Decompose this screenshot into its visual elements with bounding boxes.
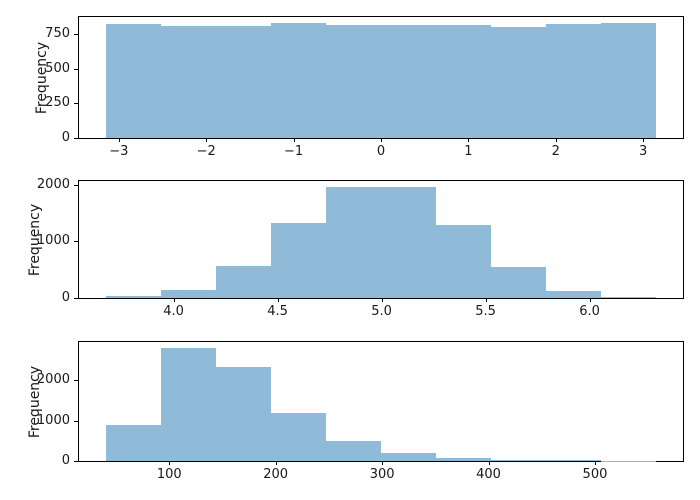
- x-tick-mark: [277, 298, 279, 302]
- histogram-bar: [490, 459, 546, 461]
- x-tick-mark: [594, 461, 596, 465]
- histogram-bar: [216, 367, 272, 461]
- x-tick-label: 0: [376, 144, 386, 159]
- histogram-bar: [106, 23, 162, 138]
- histogram-bar: [106, 424, 162, 461]
- x-tick-label: 100: [156, 467, 182, 482]
- histogram-bar: [216, 25, 272, 138]
- y-axis-label: Frequency: [34, 41, 50, 114]
- x-tick-mark: [169, 461, 171, 465]
- histogram-bar: [381, 25, 436, 138]
- y-tick-label: 2000: [36, 176, 70, 192]
- histogram-bar: [381, 453, 436, 461]
- y-tick-mark: [74, 103, 78, 105]
- y-tick-label: 250: [45, 95, 70, 111]
- x-tick-mark: [275, 461, 277, 465]
- y-tick-mark: [74, 138, 78, 139]
- x-tick-label: 2: [551, 144, 560, 159]
- x-tick-label: 5.5: [475, 304, 496, 319]
- y-tick-label: 1000: [36, 412, 70, 428]
- plot-area-3: [78, 341, 684, 462]
- x-tick-label: 500: [582, 467, 608, 482]
- x-tick-label: 5.0: [371, 304, 392, 319]
- histogram-bar: [545, 460, 601, 461]
- y-tick-mark: [74, 420, 78, 422]
- x-tick-mark: [173, 298, 175, 302]
- x-tick-mark: [118, 138, 120, 142]
- y-tick-label: 0: [61, 290, 70, 305]
- x-tick-label: 4.0: [163, 304, 184, 319]
- x-tick-label: 300: [369, 467, 395, 482]
- y-tick-label: 750: [45, 26, 70, 42]
- plot-area-1: [78, 16, 684, 139]
- y-tick-label: 2000: [36, 372, 70, 388]
- histogram-bar: [490, 26, 546, 138]
- histogram-bar: [161, 290, 217, 298]
- histogram-bar: [326, 441, 382, 461]
- histogram-bar: [435, 224, 491, 298]
- histogram-bar: [435, 25, 491, 138]
- x-tick-mark: [485, 298, 487, 302]
- y-tick-mark: [74, 461, 78, 462]
- x-tick-mark: [206, 138, 208, 142]
- y-tick-mark: [74, 298, 78, 299]
- x-tick-mark: [488, 461, 490, 465]
- y-tick-label: 0: [61, 130, 70, 145]
- histogram-bar: [216, 266, 272, 298]
- x-tick-mark: [382, 461, 384, 465]
- x-tick-label: −3: [109, 144, 129, 159]
- y-tick-mark: [74, 68, 78, 70]
- y-tick-mark: [74, 241, 78, 243]
- histogram-bar: [545, 23, 601, 138]
- histogram-bar: [435, 457, 491, 461]
- x-tick-label: 1: [464, 144, 473, 159]
- y-tick-label: 500: [45, 60, 70, 76]
- histogram-bar: [326, 24, 381, 138]
- plot-area-2: [78, 180, 684, 299]
- y-tick-label: 1000: [36, 233, 70, 249]
- histogram-bar: [106, 296, 162, 298]
- y-tick-mark: [74, 184, 78, 186]
- x-tick-label: −2: [196, 144, 216, 159]
- histogram-bar: [326, 186, 381, 298]
- histogram-bar: [271, 223, 327, 298]
- histogram-bar: [161, 348, 217, 461]
- x-tick-mark: [468, 138, 470, 142]
- x-tick-mark: [643, 138, 645, 142]
- histogram-bar: [271, 413, 327, 461]
- x-tick-label: −1: [284, 144, 304, 159]
- x-tick-mark: [381, 138, 382, 142]
- x-tick-mark: [293, 138, 295, 142]
- y-axis-label: Frequency: [27, 203, 43, 276]
- x-tick-label: 400: [476, 467, 501, 482]
- y-tick-mark: [74, 380, 78, 382]
- histogram-bar: [381, 187, 436, 298]
- histogram-bar: [271, 22, 327, 138]
- x-tick-mark: [555, 138, 557, 142]
- x-tick-label: 4.5: [267, 304, 288, 319]
- x-tick-mark: [381, 298, 383, 302]
- x-tick-label: 3: [639, 144, 648, 159]
- x-tick-mark: [589, 298, 591, 302]
- y-axis-label: Frequency: [27, 365, 43, 438]
- histogram-bar: [600, 23, 656, 138]
- histogram-bar: [490, 267, 546, 298]
- histogram-bar: [600, 296, 656, 298]
- x-tick-label: 6.0: [579, 304, 600, 319]
- histogram-bar: [545, 290, 601, 298]
- x-tick-label: 200: [263, 467, 289, 482]
- histogram-bar: [161, 25, 217, 138]
- y-tick-mark: [74, 34, 78, 36]
- y-tick-label: 0: [61, 453, 70, 468]
